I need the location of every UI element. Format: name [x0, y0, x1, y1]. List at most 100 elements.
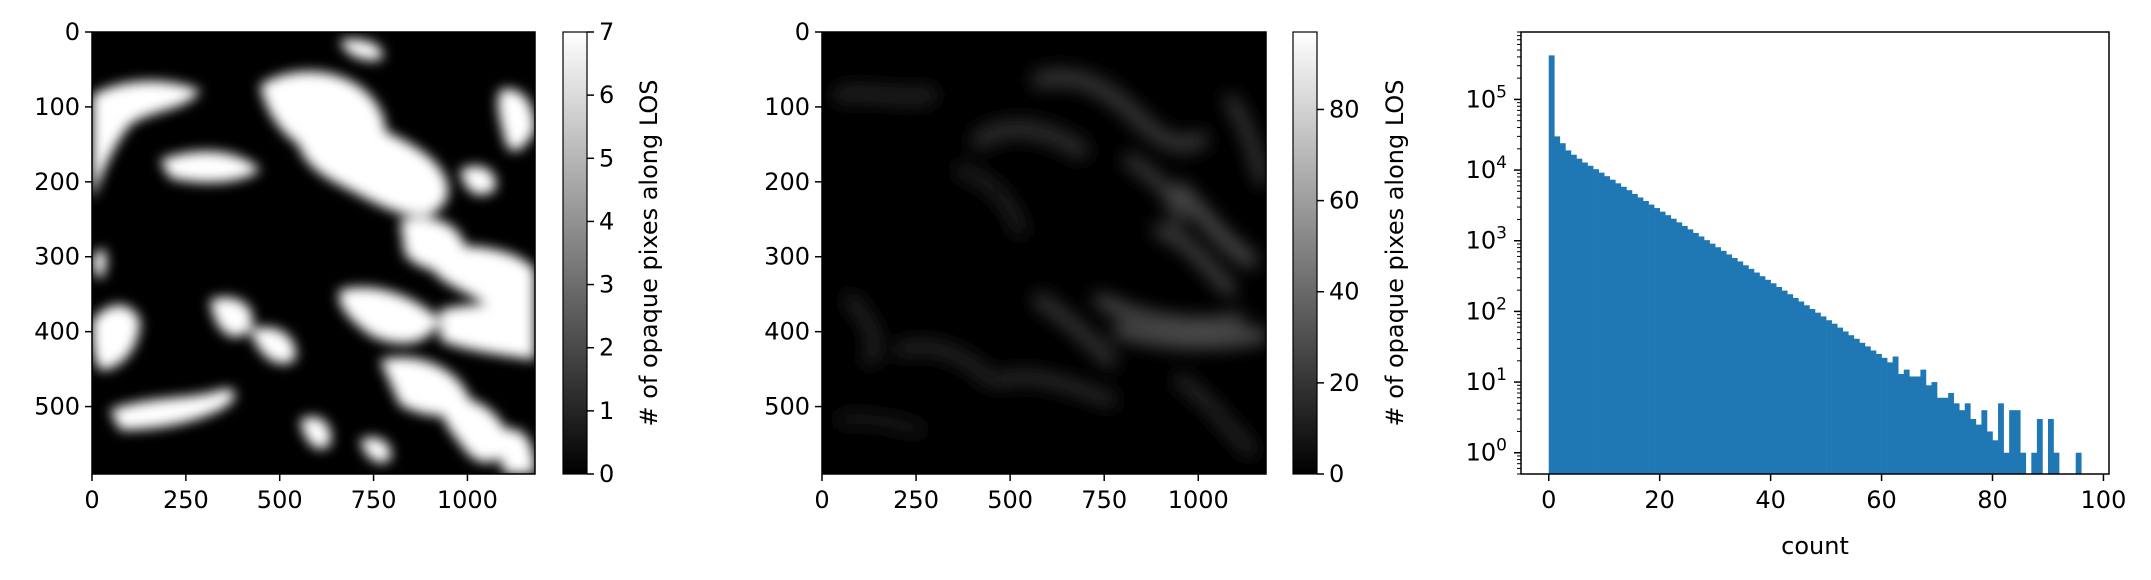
x-tick-label: 500 [257, 486, 303, 514]
y-tick-label: 400 [764, 318, 810, 346]
histogram-bar [1992, 440, 1999, 474]
histogram-bar [1670, 218, 1677, 474]
y-tick-label: 200 [764, 168, 810, 196]
histogram-bars [1548, 55, 2082, 475]
histogram-bar [1753, 272, 1760, 474]
histogram-bar [1931, 382, 1938, 474]
histogram-bar [1731, 257, 1738, 474]
histogram-bar [1576, 158, 1583, 474]
y-tick-label: 200 [34, 168, 80, 196]
colorbar-tick-label: 5 [599, 144, 614, 172]
histogram-bar [1609, 179, 1616, 475]
x-axis-label: count [1781, 532, 1849, 560]
x-tick-label: 750 [351, 486, 397, 514]
histogram-bar [1687, 229, 1694, 474]
histogram-bar [1698, 236, 1705, 474]
histogram-bar [1892, 356, 1899, 474]
histogram-bar [1637, 197, 1644, 475]
histogram-bar [1809, 309, 1816, 474]
colorbar-tick-label: 80 [1329, 95, 1360, 123]
colorbar-tick-label: 1 [599, 397, 614, 425]
x-tick-label: 250 [163, 486, 209, 514]
colorbar-tick-label: 60 [1329, 187, 1360, 215]
x-tick-label: 80 [1977, 486, 2008, 514]
histogram-bar [1548, 55, 1555, 474]
histogram-bar [1770, 283, 1777, 474]
histogram-bar [1559, 143, 1566, 474]
x-tick-label: 60 [1866, 486, 1897, 514]
image-frame [91, 31, 536, 475]
histogram-bar [1914, 376, 1921, 474]
x-tick-label: 0 [814, 486, 829, 514]
histogram-bar [1787, 294, 1794, 474]
histogram-bar [1792, 297, 1799, 474]
x-tick-label: 40 [1755, 486, 1786, 514]
x-tick-label: 750 [1081, 486, 1127, 514]
histogram-bar [1648, 204, 1655, 474]
histogram-bar [1582, 162, 1588, 475]
y-tick-label: 400 [34, 318, 80, 346]
opaque-count-image-panel: 0 250 500 750 1000 0 100 200 300 400 500 [34, 18, 536, 514]
histogram-bar [1937, 397, 1943, 474]
histogram-bar [1803, 305, 1810, 474]
histogram-bar [1864, 346, 1871, 474]
histogram-bar [1798, 301, 1805, 474]
histogram-bar [1781, 290, 1788, 474]
x-tick-label: 20 [1644, 486, 1675, 514]
histogram-bar [1615, 183, 1622, 474]
histogram-bar [1570, 154, 1577, 474]
histogram-bar [2014, 410, 2021, 474]
histogram-bar [2047, 419, 2054, 474]
colorbar-ticks: 0 20 40 60 80 [1317, 95, 1360, 488]
histogram-bar [1676, 222, 1683, 474]
x-tick-label: 1000 [437, 486, 498, 514]
histogram-bar [1842, 331, 1849, 474]
x-tick-label: 0 [1541, 486, 1556, 514]
smoke-structures [833, 69, 1266, 456]
histogram-bar [1737, 261, 1744, 474]
histogram-bar [1887, 362, 1893, 474]
y-tick-label: 0 [795, 18, 810, 46]
x-tick-label: 1000 [1168, 486, 1229, 514]
histogram-bar [1626, 190, 1633, 475]
y-tick-label: 101 [1466, 365, 1507, 396]
histogram-bar [1998, 403, 2004, 474]
histogram-bar [1981, 410, 1988, 474]
histogram-bar [1959, 410, 1966, 474]
histogram-bar [1970, 419, 1977, 474]
y-tick-label: 300 [34, 243, 80, 271]
colorbar-ticks: 0 1 2 3 4 5 6 7 [587, 18, 614, 488]
histogram-bar [1964, 403, 1971, 474]
histogram-bar [1692, 232, 1699, 474]
colorbar-tick-label: 0 [599, 460, 614, 488]
axes-frame [1520, 31, 2110, 475]
colorbar-1: 0 1 2 3 4 5 6 7 # of opaque pixes along LOS [562, 18, 663, 488]
colorbar-gradient [562, 31, 588, 475]
count-histogram-panel: 0 20 40 60 80 100 100 101 102 103 104 105 count [1466, 31, 2126, 560]
histogram-bar [2020, 452, 2027, 474]
colorbar-tick-label: 7 [599, 18, 614, 46]
colorbar-tick-label: 3 [599, 271, 614, 299]
opaque-regions [92, 39, 535, 474]
x-tick-label: 500 [987, 486, 1033, 514]
colorbar-label: # of opaque pixes along LOS [635, 79, 663, 426]
histogram-bar [1909, 376, 1916, 474]
y-axis-ticks: 0 100 200 300 400 500 [764, 18, 822, 421]
histogram-bar [1720, 250, 1727, 474]
colorbar-label: # of opaque pixes along LOS [1381, 79, 1409, 426]
histogram-bar [1587, 165, 1594, 475]
y-tick-label: 100 [34, 93, 80, 121]
histogram-bar [1948, 393, 1954, 474]
histogram-bar [1986, 431, 1993, 474]
histogram-bar [1704, 240, 1710, 474]
histogram-bar [1604, 176, 1611, 474]
y-tick-label: 105 [1466, 82, 1507, 113]
histogram-bar [1826, 320, 1832, 474]
y-tick-label: 104 [1466, 153, 1507, 184]
histogram-bar [1565, 150, 1572, 475]
histogram-bar [1853, 338, 1860, 474]
colorbar-tick-label: 20 [1329, 369, 1360, 397]
x-axis-ticks: 0 250 500 750 1000 [814, 474, 1229, 514]
histogram-bar [1942, 397, 1949, 474]
